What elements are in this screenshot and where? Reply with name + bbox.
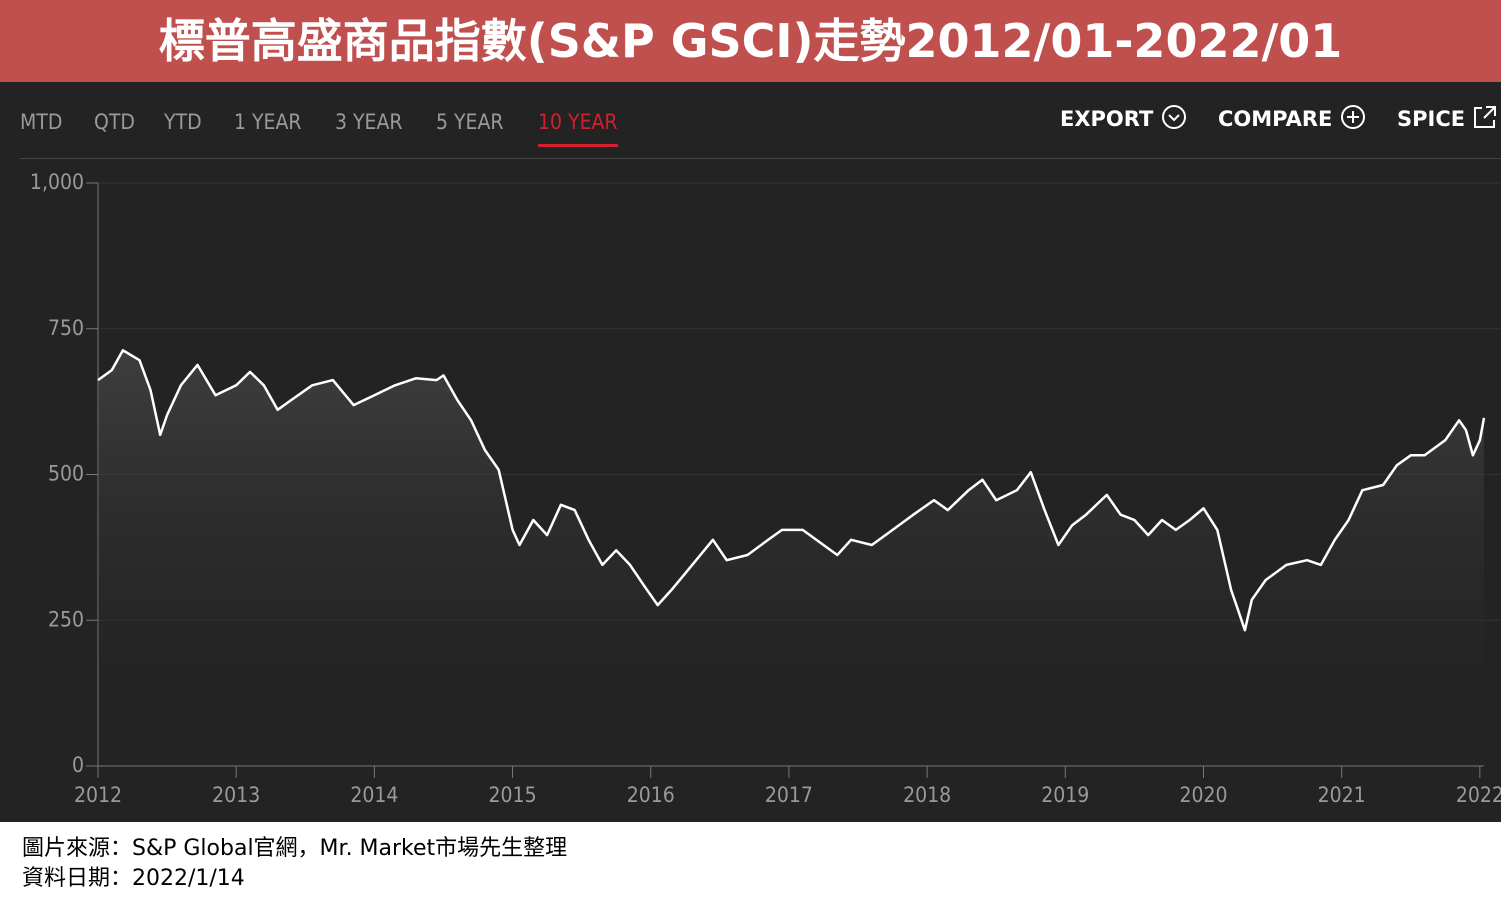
x-tick-label: 2022 [1456, 783, 1501, 807]
spice-button[interactable]: SPICE [1397, 104, 1498, 131]
export-label[interactable]: EXPORT [1060, 107, 1154, 131]
tab[interactable]: 10 YEAR [538, 110, 618, 147]
x-tick-label: 2021 [1318, 783, 1366, 807]
tab[interactable]: 3 YEAR [335, 110, 403, 134]
tab[interactable]: YTD [164, 110, 202, 134]
compare-button[interactable]: COMPARE [1218, 104, 1366, 131]
y-tick-label: 250 [48, 607, 84, 631]
divider [20, 158, 1501, 159]
x-tick-label: 2015 [489, 783, 537, 807]
x-tick-label: 2019 [1041, 783, 1089, 807]
compare-label[interactable]: COMPARE [1218, 107, 1333, 131]
x-tick-label: 2013 [212, 783, 260, 807]
line [97, 349, 1486, 632]
x-tick-label: 2014 [350, 783, 398, 807]
spice-label[interactable]: SPICE [1397, 107, 1466, 131]
tab[interactable]: QTD [94, 110, 135, 134]
icon[interactable] [1340, 104, 1366, 130]
y-tick-label: 1,000 [30, 170, 84, 194]
export-button[interactable]: EXPORT [1060, 104, 1187, 131]
y-tick-label: 750 [48, 316, 84, 340]
title-banner: 標普高盛商品指數(S&P GSCI)走勢2012/01-2022/01 [0, 0, 1501, 82]
date-note: 資料日期：2022/1/14 [22, 866, 245, 891]
y-tick-label: 0 [72, 753, 84, 777]
icon[interactable] [1472, 104, 1498, 130]
x-tick-label: 2017 [765, 783, 813, 807]
x-tick-label: 2016 [627, 783, 675, 807]
tab[interactable]: 1 YEAR [234, 110, 302, 134]
x-tick-label: 2012 [74, 783, 122, 807]
area [98, 350, 1484, 766]
y-tick-label: 500 [48, 462, 84, 486]
x-tick-label: 2020 [1179, 783, 1227, 807]
tab[interactable]: MTD [20, 110, 63, 134]
chart: 0 250 500 750 1,000 2012 2013 2014 2015 2016 2017 2… [30, 170, 1501, 807]
x-tick-label: 2018 [903, 783, 951, 807]
tab[interactable]: 5 YEAR [436, 110, 504, 134]
source-note: 圖片來源：S&P Global官網，Mr. Market市場先生整理 [22, 836, 568, 861]
icon[interactable] [1161, 104, 1187, 130]
